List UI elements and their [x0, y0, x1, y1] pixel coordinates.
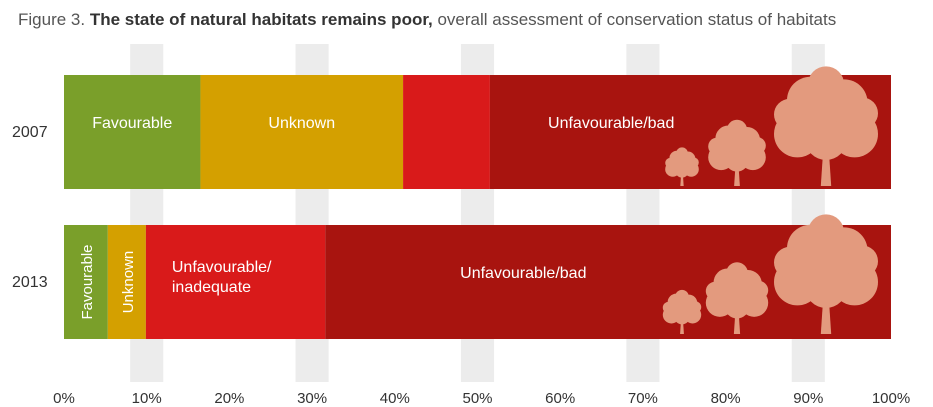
bar-segment: [145, 225, 326, 339]
x-tick-label: 80%: [711, 390, 741, 407]
tree-icon: [774, 66, 879, 186]
title-rest: overall assessment of conservation statu…: [437, 10, 837, 29]
tree-icon: [665, 147, 699, 186]
segment-label: Unknown: [268, 115, 335, 132]
bar-segment: [200, 75, 404, 189]
bar-segment: [64, 225, 108, 339]
segment-label: Favourable: [92, 115, 172, 132]
segment-label: Unfavourable/bad: [460, 265, 586, 282]
title-bold: The state of natural habitats remains po…: [89, 10, 433, 29]
x-tick-label: 50%: [462, 390, 492, 407]
x-tick-label: 0%: [53, 390, 75, 407]
x-tick-label: 40%: [380, 390, 410, 407]
category-label: 2007: [12, 124, 48, 141]
segment-label: Unknown: [120, 251, 137, 314]
segment-label: Unfavourable/bad: [548, 115, 674, 132]
x-tick-label: 100%: [872, 390, 910, 407]
x-tick-label: 70%: [628, 390, 658, 407]
x-tick-label: 30%: [297, 390, 327, 407]
bar-segment: [107, 225, 146, 339]
category-label: 2013: [12, 274, 48, 291]
bar-segment: [64, 75, 201, 189]
tree-icon: [705, 262, 769, 334]
x-tick-label: 10%: [132, 390, 162, 407]
chart-title: Figure 3. The state of natural habitats …: [18, 10, 928, 30]
x-tick-label: 90%: [793, 390, 823, 407]
x-tick-label: 60%: [545, 390, 575, 407]
x-tick-label: 20%: [214, 390, 244, 407]
title-prefix: Figure 3.: [18, 10, 86, 29]
bar-segment: [403, 75, 490, 189]
tree-icon: [662, 289, 702, 334]
segment-label: Unfavourable/inadequate: [172, 259, 272, 296]
tree-icon: [774, 214, 879, 334]
tree-icon: [708, 119, 766, 186]
segment-label: Favourable: [79, 244, 96, 319]
